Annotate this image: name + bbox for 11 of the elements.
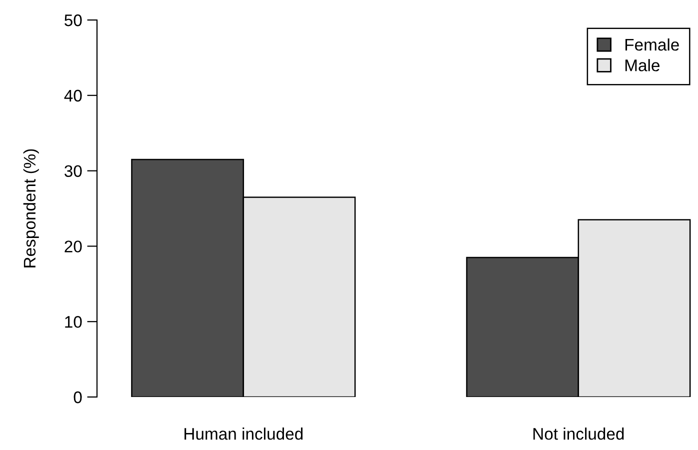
y-tick-label: 40	[64, 90, 82, 102]
x-tick-label: Human included	[184, 428, 303, 440]
y-tick-label: 10	[65, 316, 82, 328]
y-axis-title: Respondent (%)	[23, 149, 39, 268]
legend-label: Female	[625, 38, 679, 51]
y-tick-label: 30	[64, 165, 82, 178]
y-tick-label: 0	[74, 391, 82, 404]
y-tick-label: 50	[64, 14, 82, 26]
y-tick-label: 20	[64, 240, 82, 252]
legend-label: Male	[625, 59, 660, 72]
x-tick-label: Not included	[533, 428, 624, 440]
